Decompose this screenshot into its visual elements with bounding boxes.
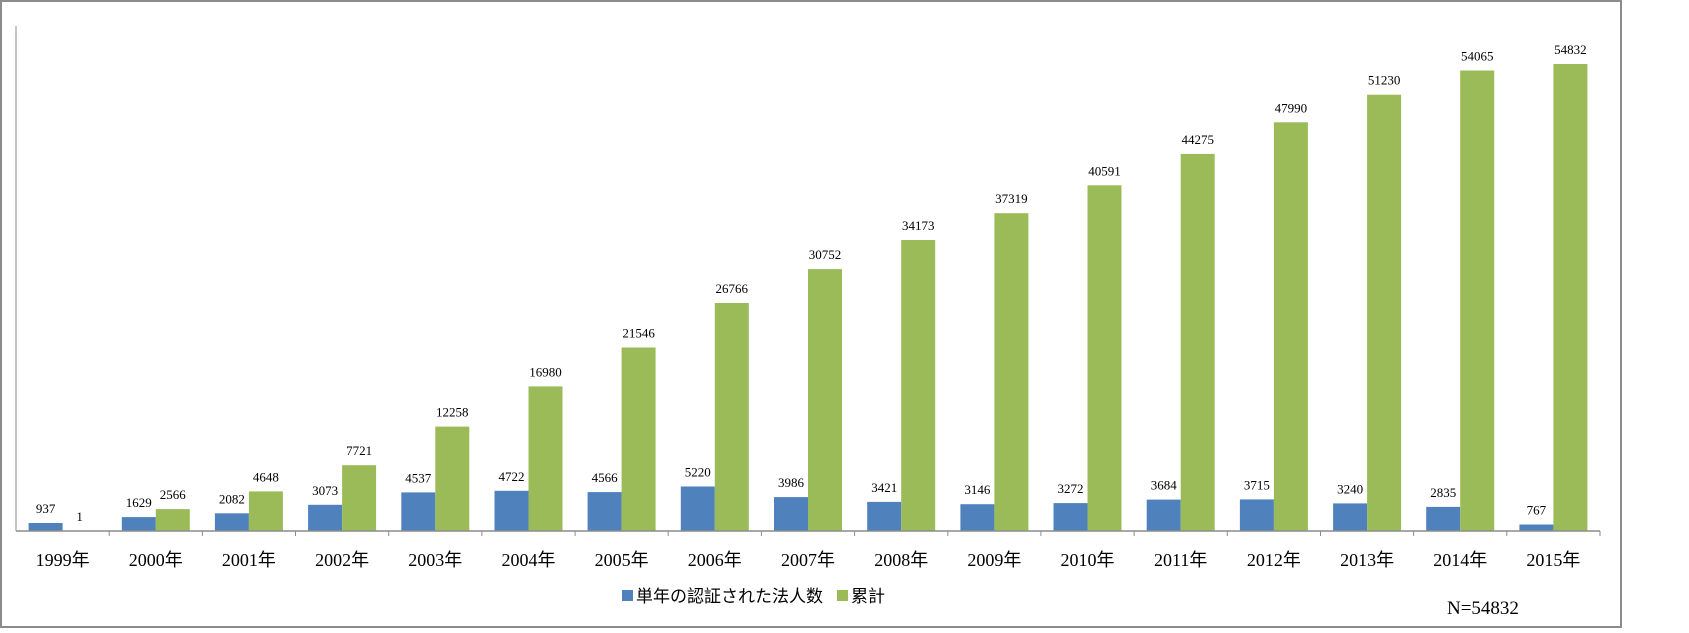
bar-cumulative-9 bbox=[901, 240, 936, 531]
sample-size-note: N=54832 bbox=[1447, 598, 1519, 619]
x-tick-label-1: 2000年 bbox=[129, 550, 183, 570]
legend-swatch-1 bbox=[837, 590, 848, 601]
bar-cumulative-8 bbox=[808, 269, 842, 531]
bar-cumulative-1 bbox=[155, 509, 190, 531]
data-label-cumulative-13: 47990 bbox=[1275, 100, 1308, 115]
x-tick-label-13: 2012年 bbox=[1247, 550, 1301, 570]
bar-single-year-15 bbox=[1426, 506, 1461, 531]
x-tick-label-14: 2013年 bbox=[1340, 550, 1394, 570]
data-label-cumulative-8: 30752 bbox=[809, 247, 842, 262]
bar-cumulative-10 bbox=[994, 213, 1029, 531]
bar-single-year-5 bbox=[494, 490, 529, 531]
bar-cumulative-2 bbox=[248, 491, 283, 531]
data-label-single-year-2: 2082 bbox=[219, 491, 245, 506]
x-tick-label-7: 2006年 bbox=[688, 550, 742, 570]
bar-cumulative-12 bbox=[1180, 153, 1215, 531]
data-label-single-year-5: 4722 bbox=[499, 469, 525, 484]
bar-cumulative-11 bbox=[1087, 185, 1122, 532]
legend-label-0: 単年の認証された法人数 bbox=[636, 587, 823, 607]
legend: 単年の認証された法人数 累計 bbox=[622, 587, 885, 607]
bar-cumulative-4 bbox=[435, 426, 470, 531]
data-label-single-year-10: 3146 bbox=[964, 482, 991, 497]
bar-single-year-12 bbox=[1146, 499, 1181, 531]
data-label-single-year-0: 937 bbox=[36, 501, 56, 516]
x-tick-label-2: 2001年 bbox=[222, 550, 276, 570]
data-label-cumulative-16: 54832 bbox=[1554, 42, 1587, 57]
data-label-single-year-7: 5220 bbox=[685, 465, 711, 480]
bar-cumulative-16 bbox=[1553, 64, 1588, 531]
bar-cumulative-3 bbox=[342, 465, 377, 531]
bar-single-year-2 bbox=[214, 513, 249, 531]
legend-label-1: 累計 bbox=[851, 587, 885, 607]
bar-single-year-9 bbox=[867, 501, 902, 531]
x-tick-label-11: 2010年 bbox=[1061, 550, 1115, 570]
bar-single-year-6 bbox=[587, 492, 622, 531]
data-label-single-year-6: 4566 bbox=[592, 470, 619, 485]
data-label-single-year-15: 2835 bbox=[1430, 485, 1456, 500]
x-tick-label-15: 2014年 bbox=[1433, 550, 1487, 570]
data-label-single-year-14: 3240 bbox=[1337, 481, 1363, 496]
bar-single-year-16 bbox=[1519, 524, 1554, 531]
chart-frame: 937 1 1999年 1629 2566 2000年 2082 4648 2001年 3073 7… bbox=[0, 0, 1622, 628]
data-label-cumulative-2: 4648 bbox=[253, 469, 279, 484]
data-label-single-year-16: 767 bbox=[1527, 503, 1547, 518]
chart-svg: 937 1 1999年 1629 2566 2000年 2082 4648 2001年 3073 7… bbox=[15, 26, 1601, 619]
data-label-cumulative-14: 51230 bbox=[1368, 73, 1401, 88]
data-label-cumulative-5: 16980 bbox=[529, 364, 562, 379]
bar-single-year-13 bbox=[1239, 499, 1274, 531]
bar-cumulative-14 bbox=[1367, 94, 1402, 531]
data-label-single-year-8: 3986 bbox=[778, 475, 805, 490]
x-tick-label-0: 1999年 bbox=[36, 550, 90, 570]
x-tick-label-6: 2005年 bbox=[595, 550, 649, 570]
data-label-single-year-4: 4537 bbox=[405, 470, 432, 485]
x-tick-label-4: 2003年 bbox=[408, 550, 462, 570]
data-label-single-year-1: 1629 bbox=[126, 495, 152, 510]
bar-cumulative-5 bbox=[528, 386, 563, 531]
legend-swatch-0 bbox=[622, 590, 633, 601]
data-label-single-year-13: 3715 bbox=[1244, 477, 1270, 492]
bar-single-year-1 bbox=[121, 517, 156, 531]
bar-single-year-3 bbox=[308, 504, 343, 531]
bar-single-year-11 bbox=[1053, 503, 1088, 531]
data-label-cumulative-12: 44275 bbox=[1181, 132, 1214, 147]
data-label-cumulative-6: 21546 bbox=[622, 326, 655, 341]
plot-area: 937 1 1999年 1629 2566 2000年 2082 4648 2001年 3073 7… bbox=[15, 26, 1601, 570]
data-label-cumulative-10: 37319 bbox=[995, 191, 1028, 206]
data-label-single-year-3: 3073 bbox=[312, 483, 338, 498]
data-label-cumulative-15: 54065 bbox=[1461, 49, 1494, 64]
x-tick-label-3: 2002年 bbox=[315, 550, 369, 570]
data-label-cumulative-4: 12258 bbox=[436, 405, 469, 420]
data-label-single-year-12: 3684 bbox=[1151, 478, 1178, 493]
x-tick-label-8: 2007年 bbox=[781, 550, 835, 570]
x-tick-label-10: 2009年 bbox=[967, 550, 1021, 570]
data-label-single-year-9: 3421 bbox=[871, 480, 897, 495]
bar-single-year-7 bbox=[680, 486, 715, 531]
data-label-cumulative-7: 26766 bbox=[716, 281, 749, 296]
data-label-cumulative-3: 7721 bbox=[346, 443, 372, 458]
bar-single-year-10 bbox=[960, 504, 995, 531]
bar-single-year-0 bbox=[28, 523, 63, 531]
x-tick-label-9: 2008年 bbox=[874, 550, 928, 570]
x-tick-label-16: 2015年 bbox=[1526, 550, 1580, 570]
bar-single-year-8 bbox=[774, 497, 808, 531]
data-label-cumulative-11: 40591 bbox=[1088, 163, 1121, 178]
data-label-cumulative-1: 2566 bbox=[160, 487, 187, 502]
bar-single-year-14 bbox=[1333, 503, 1368, 531]
data-label-single-year-11: 3272 bbox=[1058, 481, 1084, 496]
bar-cumulative-7 bbox=[714, 303, 749, 531]
bar-cumulative-15 bbox=[1460, 70, 1495, 531]
data-label-cumulative-0: 1 bbox=[76, 509, 83, 524]
data-label-cumulative-9: 34173 bbox=[902, 218, 935, 233]
x-tick-label-12: 2011年 bbox=[1154, 550, 1207, 570]
bar-cumulative-13 bbox=[1273, 122, 1308, 532]
bar-single-year-4 bbox=[401, 492, 436, 531]
x-tick-label-5: 2004年 bbox=[502, 550, 556, 570]
bar-cumulative-6 bbox=[621, 347, 656, 531]
